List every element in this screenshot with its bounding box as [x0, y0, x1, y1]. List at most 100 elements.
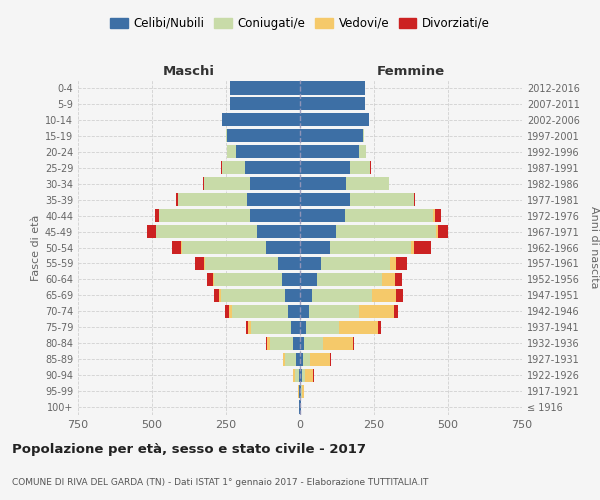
Bar — [246, 320, 248, 334]
Bar — [178, 193, 247, 206]
Bar — [221, 161, 245, 174]
Bar — [323, 336, 353, 350]
Bar — [182, 241, 266, 254]
Bar — [339, 320, 378, 334]
Bar — [304, 336, 323, 350]
Text: Maschi: Maschi — [163, 65, 215, 78]
Bar — [322, 257, 390, 270]
Bar — [226, 130, 227, 142]
Bar — [295, 368, 299, 382]
Bar — [293, 368, 295, 382]
Bar — [157, 225, 257, 238]
Bar — [305, 368, 313, 382]
Bar — [372, 289, 397, 302]
Bar — [300, 257, 322, 270]
Bar — [350, 161, 370, 174]
Bar — [300, 352, 303, 366]
Bar — [382, 273, 395, 286]
Bar — [302, 384, 304, 398]
Bar — [300, 193, 350, 206]
Bar — [160, 209, 250, 222]
Bar — [227, 145, 236, 158]
Legend: Celibi/Nubili, Coniugati/e, Vedovi/e, Divorziati/e: Celibi/Nubili, Coniugati/e, Vedovi/e, Di… — [105, 12, 495, 34]
Bar — [300, 177, 346, 190]
Bar — [313, 289, 372, 302]
Bar — [300, 273, 317, 286]
Bar — [300, 82, 365, 94]
Bar — [266, 241, 300, 254]
Text: Popolazione per età, sesso e stato civile - 2017: Popolazione per età, sesso e stato civil… — [12, 442, 366, 456]
Bar — [300, 320, 306, 334]
Bar — [296, 352, 300, 366]
Bar — [271, 336, 293, 350]
Bar — [155, 209, 160, 222]
Bar — [300, 145, 359, 158]
Bar — [413, 241, 431, 254]
Bar — [245, 161, 300, 174]
Bar — [212, 273, 214, 286]
Bar — [300, 241, 330, 254]
Bar — [300, 289, 313, 302]
Bar — [336, 225, 436, 238]
Y-axis label: Anni di nascita: Anni di nascita — [589, 206, 599, 289]
Bar — [397, 289, 403, 302]
Bar — [300, 336, 304, 350]
Bar — [345, 209, 433, 222]
Bar — [378, 320, 381, 334]
Bar — [291, 320, 300, 334]
Bar — [363, 130, 364, 142]
Bar — [353, 336, 354, 350]
Bar — [204, 177, 250, 190]
Bar — [303, 352, 310, 366]
Bar — [195, 257, 205, 270]
Bar — [251, 320, 291, 334]
Bar — [232, 305, 287, 318]
Bar — [300, 98, 365, 110]
Bar — [302, 368, 305, 382]
Bar — [221, 289, 284, 302]
Bar — [299, 368, 300, 382]
Bar — [414, 193, 415, 206]
Bar — [390, 257, 396, 270]
Bar — [350, 193, 414, 206]
Bar — [229, 305, 232, 318]
Bar — [300, 130, 363, 142]
Bar — [176, 193, 178, 206]
Bar — [218, 289, 221, 302]
Bar — [281, 273, 300, 286]
Bar — [214, 289, 218, 302]
Bar — [436, 225, 437, 238]
Bar — [230, 82, 300, 94]
Bar — [300, 114, 368, 126]
Bar — [433, 209, 434, 222]
Bar — [284, 289, 300, 302]
Bar — [300, 305, 309, 318]
Bar — [214, 273, 281, 286]
Bar — [434, 209, 440, 222]
Bar — [236, 145, 300, 158]
Bar — [310, 352, 331, 366]
Y-axis label: Fasce di età: Fasce di età — [31, 214, 41, 280]
Bar — [283, 352, 285, 366]
Bar — [227, 130, 300, 142]
Bar — [285, 352, 296, 366]
Bar — [250, 209, 300, 222]
Bar — [287, 305, 300, 318]
Bar — [330, 241, 411, 254]
Bar — [266, 336, 271, 350]
Bar — [300, 225, 336, 238]
Bar — [306, 320, 339, 334]
Bar — [411, 241, 413, 254]
Bar — [300, 368, 302, 382]
Bar — [205, 257, 278, 270]
Bar — [396, 257, 407, 270]
Bar — [278, 257, 300, 270]
Bar — [359, 305, 394, 318]
Bar — [394, 305, 398, 318]
Bar — [395, 273, 403, 286]
Bar — [221, 114, 300, 126]
Text: COMUNE DI RIVA DEL GARDA (TN) - Dati ISTAT 1° gennaio 2017 - Elaborazione TUTTIT: COMUNE DI RIVA DEL GARDA (TN) - Dati IST… — [12, 478, 428, 487]
Bar — [437, 225, 448, 238]
Bar — [248, 320, 251, 334]
Bar — [230, 98, 300, 110]
